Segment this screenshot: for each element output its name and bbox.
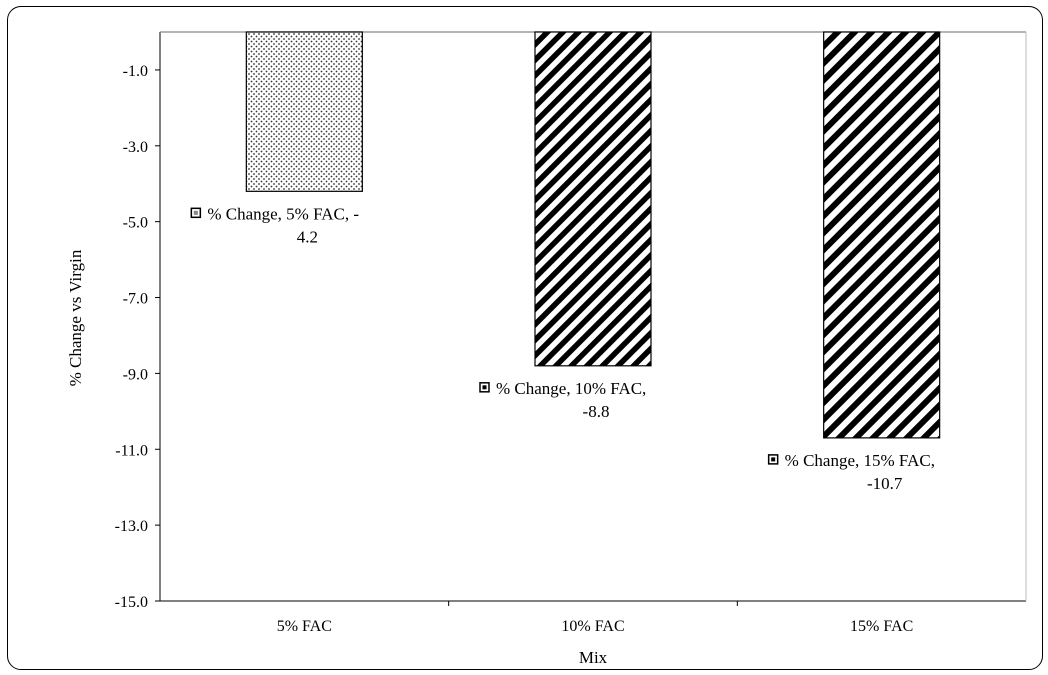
y-tick-label: -5.0 bbox=[123, 215, 148, 232]
x-tick-label: 5% FAC bbox=[277, 618, 332, 635]
x-tick-label: 10% FAC bbox=[561, 618, 624, 635]
y-tick-label: -9.0 bbox=[123, 366, 148, 383]
x-axis-ticks: 5% FAC 10% FAC 15% FAC bbox=[277, 601, 913, 635]
data-label: % Change, 15% FAC, -10.7 bbox=[767, 451, 935, 493]
data-label: % Change, 5% FAC, - 4.2 bbox=[190, 204, 359, 246]
chart-frame bbox=[7, 6, 1043, 670]
bar bbox=[245, 31, 363, 192]
data-label-value: -8.8 bbox=[583, 402, 610, 421]
y-tick-label: -13.0 bbox=[115, 518, 148, 535]
data-labels: % Change, 5% FAC, - 4.2 % Change, 10% FAC,… bbox=[190, 204, 935, 493]
y-tick-label: -3.0 bbox=[123, 139, 148, 156]
data-label-line1: % Change, 10% FAC, bbox=[496, 379, 646, 398]
data-label: % Change, 10% FAC, -8.8 bbox=[479, 379, 646, 421]
legend-key-fill bbox=[771, 457, 776, 462]
legend-key-fill bbox=[193, 210, 198, 215]
y-tick-label: -15.0 bbox=[115, 594, 148, 611]
data-label-value: 4.2 bbox=[297, 227, 318, 246]
y-tick-label: -1.0 bbox=[123, 63, 148, 80]
y-axis-ticks: -1.0 -3.0 -5.0 -7.0 -9.0 -11.0 -13.0 -15.0 bbox=[115, 63, 160, 611]
x-tick-label: 15% FAC bbox=[850, 618, 913, 635]
y-axis-title: % Change vs Virgin bbox=[66, 249, 85, 386]
legend-key-fill bbox=[482, 385, 487, 390]
bar bbox=[534, 31, 652, 367]
bars bbox=[245, 31, 941, 439]
data-label-line1: % Change, 5% FAC, - bbox=[207, 204, 359, 223]
x-axis-title: Mix bbox=[579, 648, 608, 667]
y-tick-label: -11.0 bbox=[115, 442, 148, 459]
bar bbox=[823, 31, 941, 439]
y-tick-label: -7.0 bbox=[123, 291, 148, 308]
data-label-line1: % Change, 15% FAC, bbox=[785, 451, 935, 470]
data-label-value: -10.7 bbox=[867, 474, 903, 493]
